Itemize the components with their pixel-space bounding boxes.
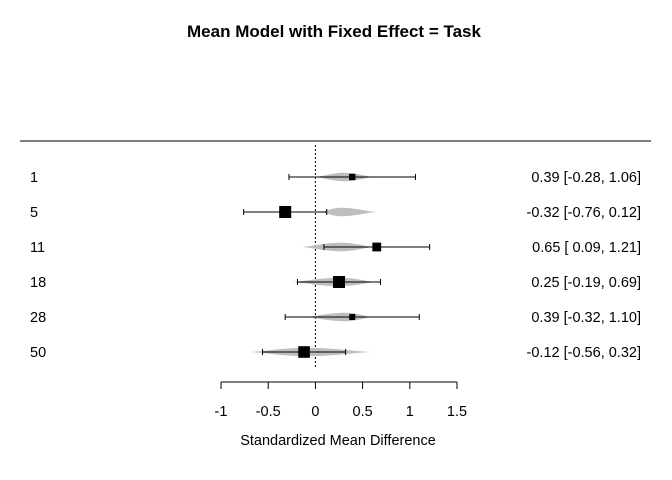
study-rows: 1 0.39 [-0.28, 1.06] 5 -0.32 [-0.76, 0.12] 1…: [30, 145, 641, 367]
estimate-annotation: 0.39 [-0.32, 1.10]: [531, 310, 641, 326]
estimate-annotation: 0.39 [-0.28, 1.06]: [531, 170, 641, 186]
x-axis-label: Standardized Mean Difference: [240, 433, 436, 449]
study-row: 5 -0.32 [-0.76, 0.12]: [30, 205, 641, 221]
estimate-square: [279, 206, 292, 218]
posterior-density: [320, 207, 377, 217]
x-tick-label: -1: [215, 404, 228, 420]
x-tick-label: 1.5: [447, 404, 467, 420]
study-label: 28: [30, 310, 46, 326]
x-tick-label: 0: [311, 404, 319, 420]
study-label: 50: [30, 345, 46, 361]
x-axis: -1 -0.5 0 0.5 1 1.5: [215, 381, 467, 420]
estimate-annotation: -0.32 [-0.76, 0.12]: [527, 205, 641, 221]
study-row: 11 0.65 [ 0.09, 1.21]: [30, 240, 641, 256]
x-tick-label: -0.5: [256, 404, 281, 420]
chart-title: Mean Model with Fixed Effect = Task: [187, 22, 481, 41]
study-row: 28 0.39 [-0.32, 1.10]: [30, 310, 641, 326]
estimate-square: [349, 314, 356, 320]
study-row: 1 0.39 [-0.28, 1.06]: [30, 170, 641, 186]
study-label: 18: [30, 275, 46, 291]
study-label: 11: [30, 240, 45, 256]
study-row: 50 -0.12 [-0.56, 0.32]: [30, 345, 641, 361]
x-tick-label: 1: [406, 404, 414, 420]
study-row: 18 0.25 [-0.19, 0.69]: [30, 275, 641, 291]
estimate-square: [333, 276, 345, 288]
x-tick-label: 0.5: [353, 404, 373, 420]
estimate-square: [349, 173, 356, 181]
estimate-square: [298, 346, 310, 358]
estimate-square: [372, 242, 382, 252]
estimate-annotation: -0.12 [-0.56, 0.32]: [527, 345, 641, 361]
estimate-annotation: 0.25 [-0.19, 0.69]: [531, 275, 641, 291]
study-label: 5: [30, 205, 38, 221]
study-label: 1: [30, 170, 38, 186]
estimate-annotation: 0.65 [ 0.09, 1.21]: [532, 240, 641, 256]
